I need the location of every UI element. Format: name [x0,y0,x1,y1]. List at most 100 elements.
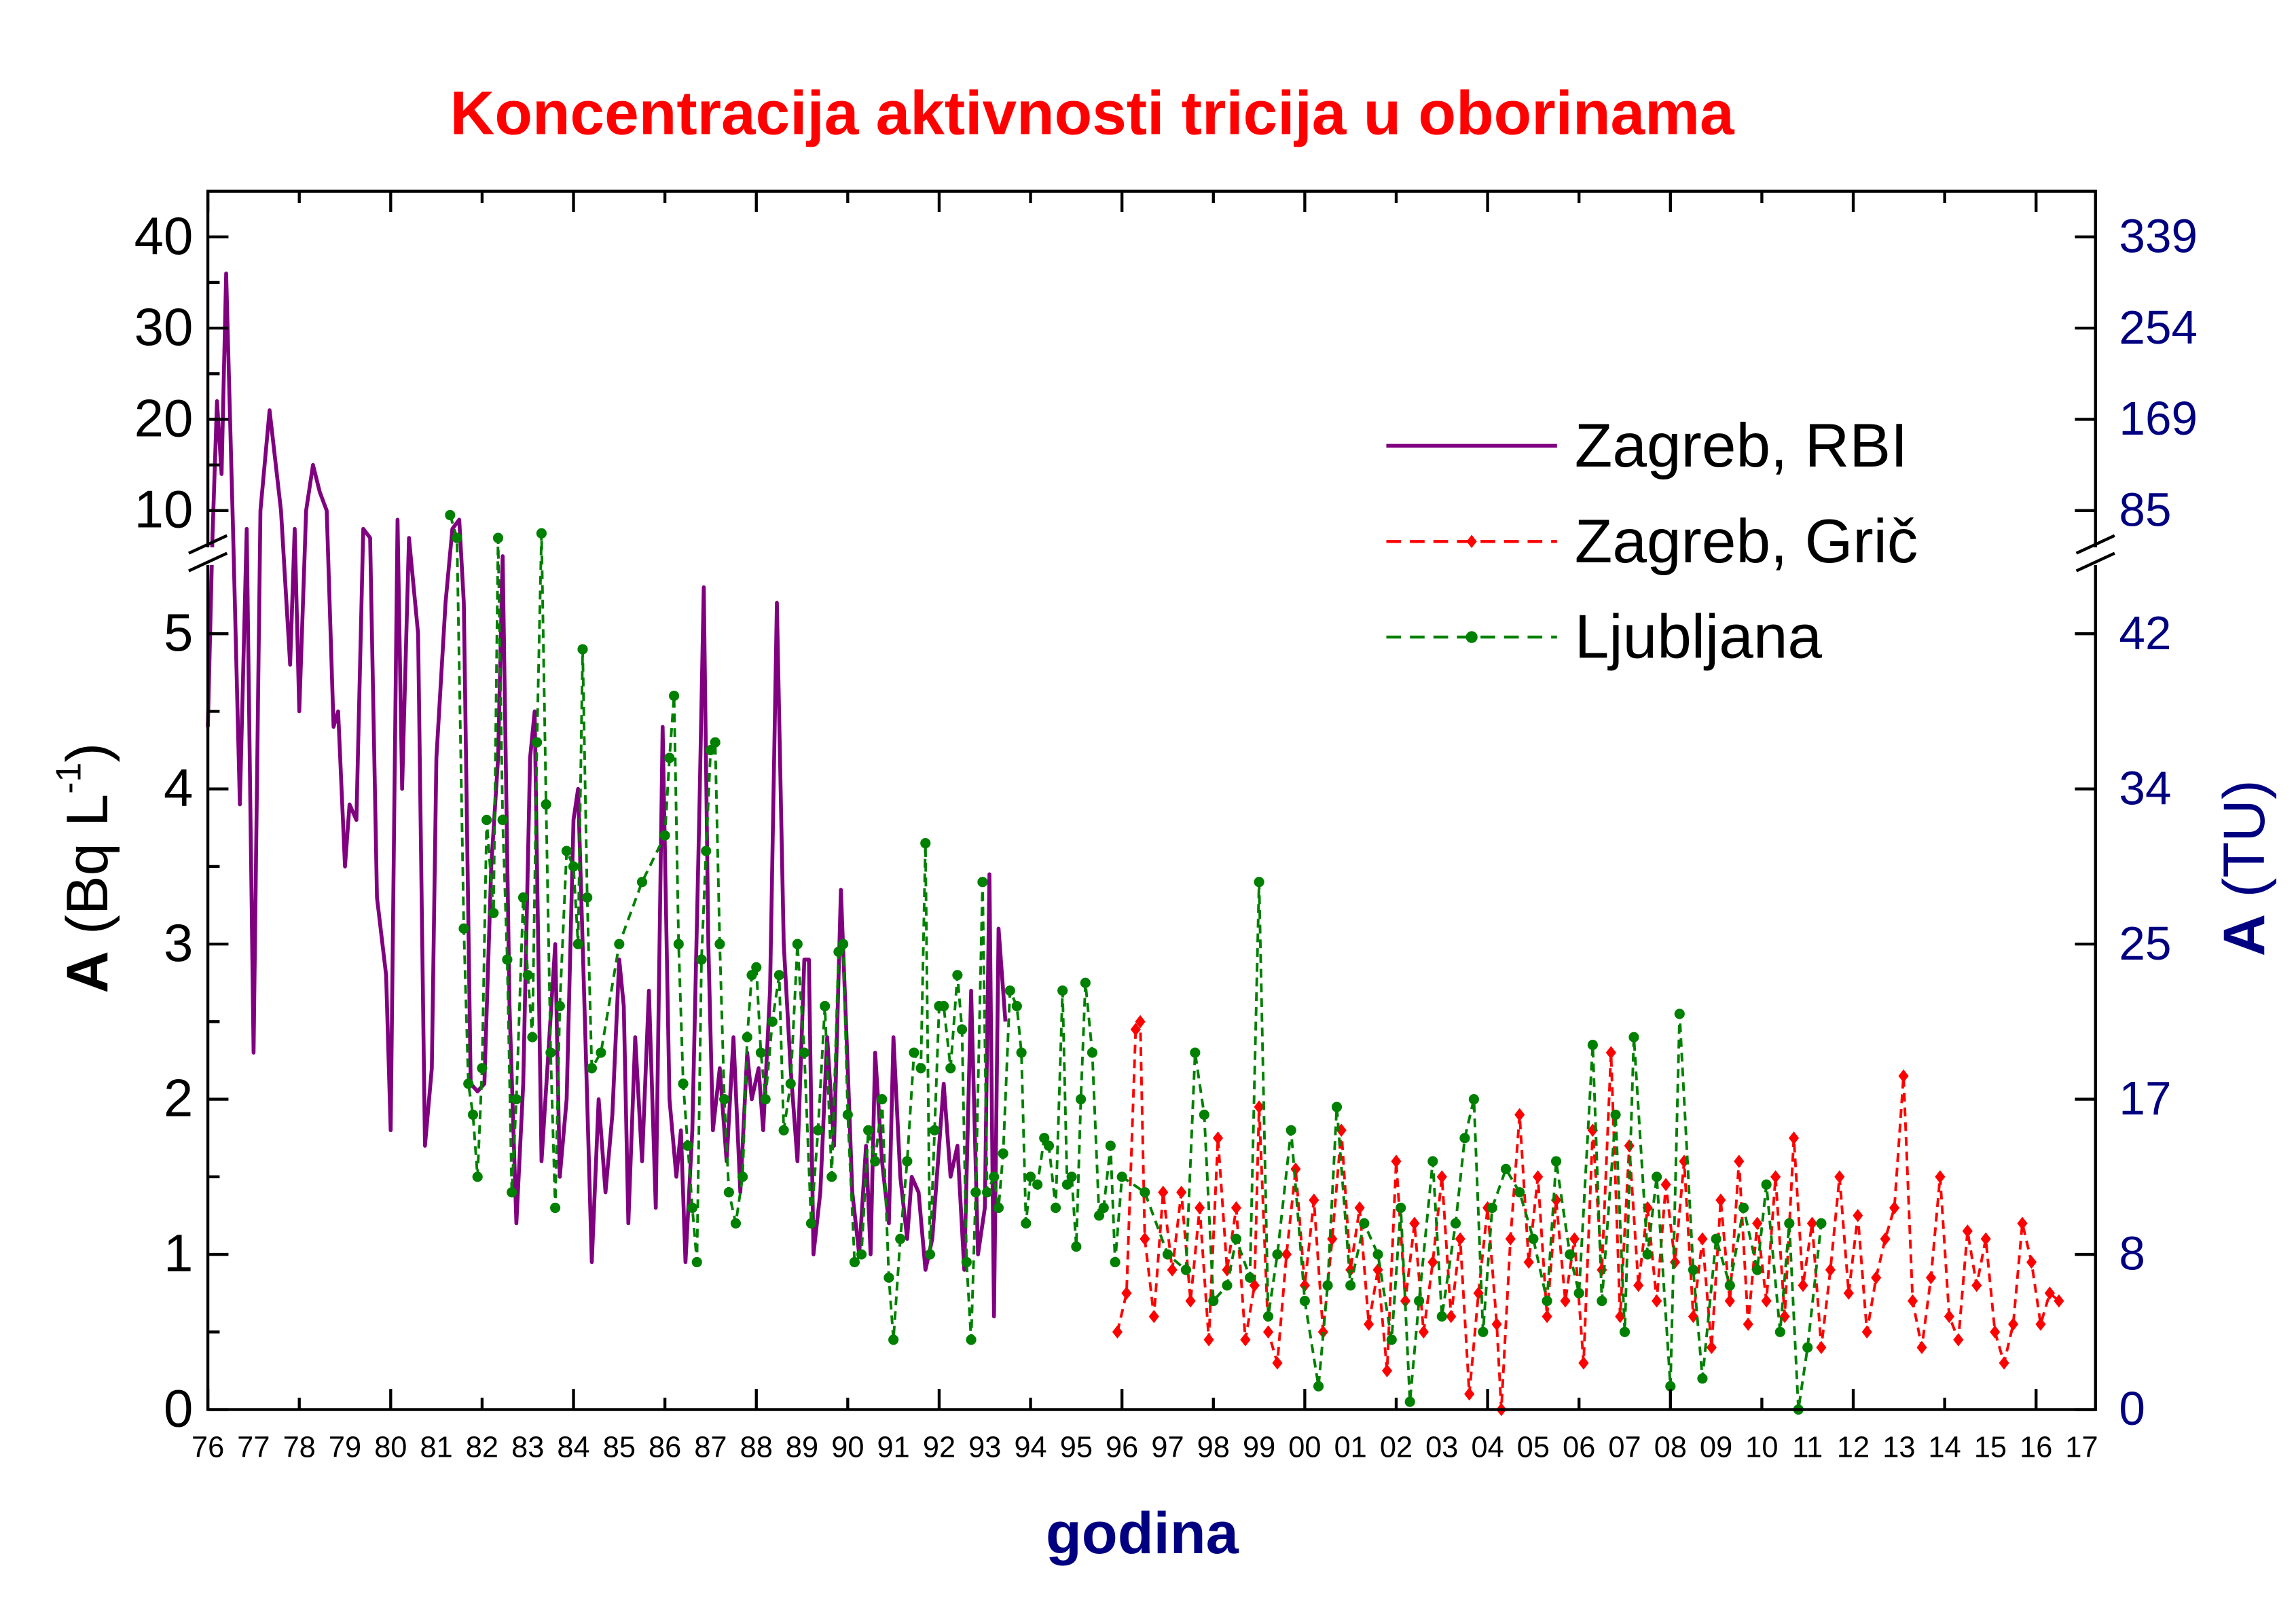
data-point [1861,1325,1872,1339]
axis-break-mark [188,551,228,573]
x-tick-label: 80 [374,1431,407,1464]
data-point [1322,1280,1333,1291]
data-point [1043,1140,1055,1151]
data-point [902,1156,913,1167]
data-point [1784,1218,1795,1229]
x-tick-label: 76 [192,1431,224,1464]
data-point [895,1233,906,1244]
data-point [1222,1280,1233,1291]
data-point [952,970,963,981]
data-point [1354,1201,1365,1215]
data-point [957,1024,968,1035]
data-point [833,946,844,958]
y-tick-label: 10 [134,479,194,539]
x-axis-label: godina [1046,1501,1239,1566]
y2-tick-label: 8 [2119,1227,2145,1280]
legend-marker [1465,631,1478,643]
data-point [492,532,504,543]
y2-tick-label: 339 [2119,209,2198,262]
data-point [1231,1233,1242,1244]
data-point [1262,1311,1274,1322]
data-point [1752,1265,1763,1275]
data-point [785,1078,796,1089]
data-point [1272,1249,1283,1260]
data-point [1450,1218,1461,1229]
data-point [888,1334,899,1345]
data-point [1140,1187,1150,1198]
data-point [1025,1171,1036,1182]
data-point [1427,1156,1438,1167]
data-point [1500,1163,1512,1174]
data-point [870,1156,881,1167]
data-point [452,532,462,543]
data-point [1761,1179,1772,1190]
data-point [586,1063,598,1074]
x-tick-label: 81 [420,1431,453,1464]
data-point [458,923,469,934]
data-point [705,744,716,756]
data-point [1642,1249,1653,1260]
data-point [998,1148,1008,1159]
y-axis-label: A (Bq L-1) [49,743,120,994]
y2-tick-label: 42 [2119,606,2171,659]
data-point [1386,1334,1397,1345]
data-point [1724,1280,1735,1291]
data-point [1331,1102,1343,1112]
data-point [1076,1094,1087,1105]
data-point [1652,1294,1662,1308]
data-point [1148,1309,1159,1324]
data-point [755,1047,767,1058]
data-point [1565,1249,1575,1260]
data-point [1514,1187,1525,1198]
data-point [1560,1294,1571,1308]
data-point [1110,1256,1120,1268]
data-point [1523,1255,1534,1269]
legend: Zagreb, RBI Zagreb, Grič Ljubljana [1386,412,1918,672]
data-point [1825,1263,1836,1277]
data-point [767,1016,778,1027]
y2-tick-label: 34 [2119,761,2171,814]
data-point [863,1125,874,1135]
data-point [517,892,529,903]
data-point [877,1094,888,1105]
data-point [1071,1241,1082,1252]
x-tick-label: 78 [283,1431,316,1464]
data-point [1550,1156,1562,1167]
data-point [924,1249,936,1260]
data-point [1093,1210,1105,1221]
data-point [993,1202,1004,1214]
x-tick-label: 97 [1151,1431,1184,1464]
data-point [1032,1179,1043,1190]
data-point [1190,1047,1201,1058]
data-point [1711,1233,1721,1244]
data-point [915,1063,926,1074]
y2-axis-label-symbol: A [2212,914,2277,957]
data-point [1738,1202,1749,1214]
data-point [1372,1249,1383,1260]
data-point [1688,1265,1699,1275]
data-point [701,846,712,856]
data-point [522,970,533,981]
data-point [1061,1179,1072,1190]
data-point [977,877,988,888]
data-point [805,1218,817,1229]
data-point [636,877,648,888]
x-tick-label: 08 [1654,1431,1687,1464]
x-tick-label: 84 [557,1431,589,1464]
data-point [1212,1131,1224,1145]
data-point [920,838,931,849]
data-point [669,690,680,702]
data-point [682,1140,693,1151]
data-point [1774,1326,1785,1337]
data-point [1980,1232,1991,1246]
data-point [572,939,583,949]
data-point [1573,1288,1584,1298]
data-point [463,1078,474,1089]
data-point [1925,1271,1937,1285]
data-point [1487,1202,1497,1214]
x-tick-label: 14 [1929,1431,1961,1464]
data-point [1436,1311,1447,1322]
data-point [746,970,757,981]
y-tick-label: 40 [134,206,194,266]
x-tick-label: 98 [1197,1431,1230,1464]
